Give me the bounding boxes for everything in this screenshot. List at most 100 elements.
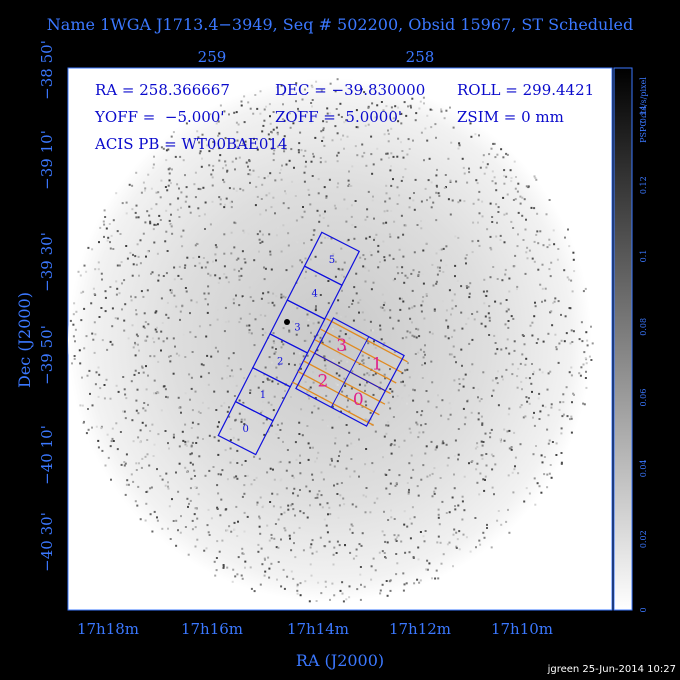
noise-pixel [261, 130, 264, 133]
noise-pixel [177, 490, 180, 493]
noise-pixel [235, 121, 238, 124]
noise-pixel [398, 248, 401, 251]
noise-pixel [292, 508, 295, 511]
noise-pixel [81, 404, 84, 407]
noise-pixel [207, 292, 210, 295]
noise-pixel [238, 304, 241, 307]
noise-pixel [424, 344, 426, 347]
noise-pixel [209, 223, 212, 226]
noise-pixel [309, 258, 312, 261]
noise-pixel [221, 113, 224, 116]
noise-pixel [425, 293, 428, 295]
noise-pixel [351, 165, 354, 168]
noise-pixel [370, 565, 373, 568]
noise-pixel [218, 196, 221, 199]
noise-pixel [546, 246, 549, 249]
noise-pixel [250, 483, 253, 486]
noise-pixel [440, 414, 443, 417]
colorbar [613, 67, 633, 611]
noise-pixel [307, 458, 310, 461]
noise-pixel [276, 493, 279, 496]
noise-pixel [396, 155, 399, 158]
noise-pixel [491, 394, 493, 397]
noise-pixel [493, 334, 496, 337]
noise-pixel [521, 353, 524, 356]
noise-pixel [554, 297, 557, 300]
noise-pixel [151, 271, 154, 274]
noise-pixel [309, 446, 312, 449]
noise-pixel [267, 378, 270, 381]
noise-pixel [198, 152, 201, 155]
noise-pixel [508, 290, 511, 293]
noise-pixel [195, 301, 198, 304]
noise-pixel [370, 578, 373, 581]
noise-pixel [533, 260, 536, 263]
noise-pixel [372, 163, 375, 166]
noise-pixel [226, 169, 229, 172]
noise-pixel [229, 439, 232, 442]
noise-pixel [242, 553, 245, 555]
noise-pixel [169, 289, 172, 292]
noise-pixel [551, 324, 554, 327]
noise-pixel [126, 257, 129, 260]
noise-pixel [347, 179, 350, 182]
noise-pixel [156, 223, 159, 226]
noise-pixel [336, 154, 339, 157]
noise-pixel [373, 238, 375, 241]
noise-pixel [125, 212, 128, 215]
noise-pixel [172, 131, 175, 134]
noise-pixel [206, 261, 209, 264]
noise-pixel [259, 230, 262, 233]
noise-pixel [153, 155, 155, 158]
noise-pixel [303, 339, 306, 342]
noise-pixel [289, 126, 292, 129]
noise-pixel [565, 386, 568, 389]
noise-pixel [436, 168, 438, 171]
noise-pixel [131, 419, 134, 422]
noise-pixel [195, 442, 198, 444]
noise-pixel [353, 443, 356, 446]
noise-pixel [351, 503, 354, 506]
noise-pixel [389, 368, 391, 371]
noise-pixel [335, 372, 338, 375]
noise-pixel [311, 411, 314, 414]
noise-pixel [448, 353, 451, 356]
noise-pixel [320, 494, 323, 497]
noise-pixel [517, 472, 520, 475]
noise-pixel [409, 317, 412, 320]
noise-pixel [336, 482, 339, 485]
chip [303, 231, 361, 287]
noise-pixel [104, 296, 107, 299]
noise-pixel [139, 518, 142, 521]
noise-pixel [491, 221, 494, 223]
noise-pixel [296, 369, 299, 372]
noise-pixel [185, 195, 188, 198]
noise-pixel [291, 265, 294, 268]
noise-pixel [517, 211, 520, 214]
noise-pixel [137, 412, 140, 415]
noise-pixel [445, 264, 448, 267]
noise-pixel [180, 235, 183, 238]
noise-pixel [135, 204, 138, 207]
noise-pixel [141, 421, 144, 424]
noise-pixel [212, 141, 215, 143]
noise-pixel [376, 104, 379, 107]
noise-pixel [371, 462, 374, 465]
noise-pixel [412, 199, 415, 202]
noise-pixel [244, 566, 246, 569]
noise-pixel [514, 198, 517, 201]
noise-pixel [215, 259, 217, 262]
noise-pixel [416, 485, 419, 488]
noise-pixel [453, 473, 455, 476]
noise-pixel [374, 569, 377, 572]
noise-pixel [332, 328, 334, 331]
noise-pixel [346, 405, 349, 408]
noise-pixel [200, 165, 203, 168]
noise-pixel [540, 491, 543, 494]
noise-pixel [298, 526, 301, 529]
noise-pixel [306, 425, 309, 427]
noise-pixel [190, 427, 193, 429]
noise-pixel [337, 516, 340, 519]
noise-pixel [117, 390, 120, 393]
noise-pixel [468, 296, 471, 299]
